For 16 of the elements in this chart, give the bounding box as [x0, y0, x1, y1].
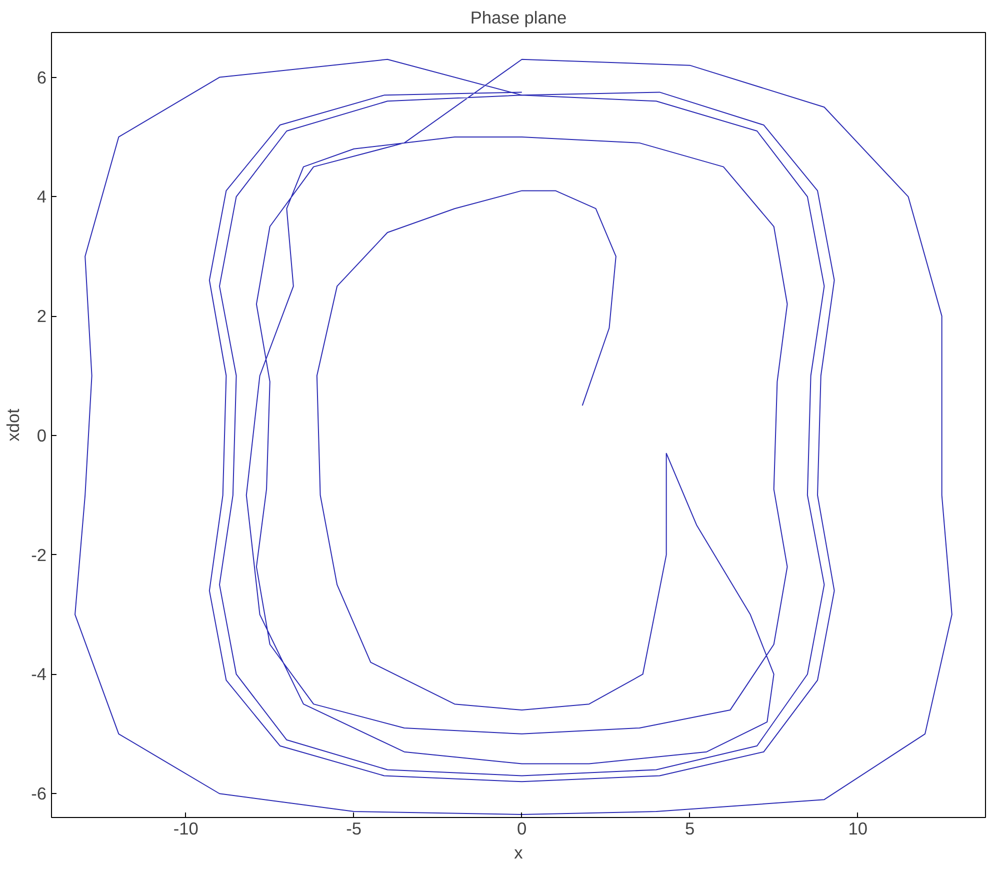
x-tick-label: 10 — [848, 818, 868, 838]
y-tick-label: -2 — [31, 544, 47, 565]
x-tick-label: 5 — [685, 818, 695, 838]
chart-title: Phase plane — [470, 8, 567, 28]
y-tick-label: -6 — [31, 784, 47, 804]
y-tick-label: -4 — [31, 664, 47, 684]
x-tick-label: -10 — [173, 818, 198, 838]
x-axis-title: x — [514, 842, 524, 862]
y-tick-label: 2 — [36, 306, 47, 326]
y-tick-label: 6 — [36, 67, 47, 88]
x-tick-label: -5 — [346, 818, 362, 838]
line-series — [74, 58, 952, 816]
y-axis-title: xdot — [3, 408, 24, 442]
x-tick-label: 0 — [517, 818, 527, 838]
y-tick-label: 4 — [36, 186, 47, 207]
y-tick-label: 0 — [36, 425, 47, 446]
